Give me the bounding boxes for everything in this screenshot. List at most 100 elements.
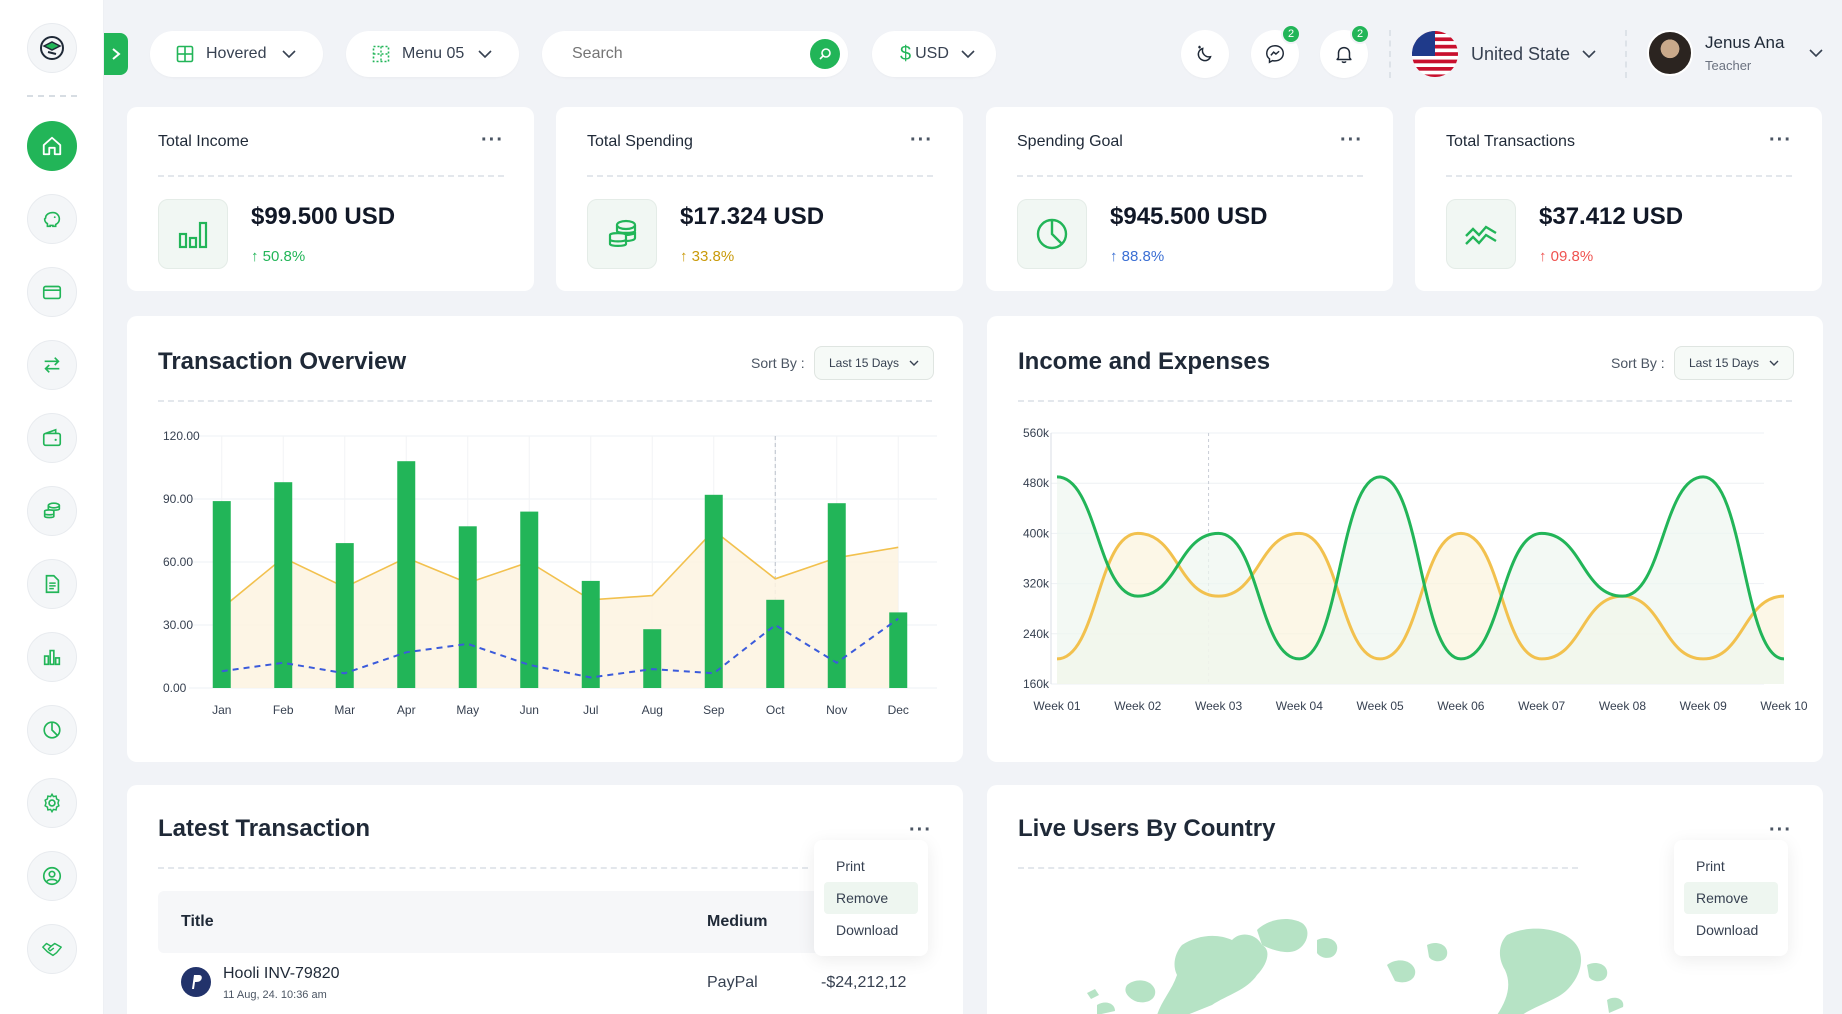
menu-item-download[interactable]: Download — [836, 922, 899, 938]
y-tick-label: 560k — [1023, 426, 1050, 440]
x-tick-label: Week 10 — [1760, 699, 1807, 713]
notifications-button[interactable]: 2 — [1320, 24, 1370, 78]
user-menu[interactable]: Jenus Ana Teacher — [1647, 30, 1827, 78]
more-options-button[interactable]: ··· — [910, 129, 933, 151]
sort-select[interactable]: Last 15 Days — [814, 346, 935, 380]
bar — [643, 629, 662, 688]
messages-button[interactable]: 2 — [1251, 24, 1301, 78]
grid-icon — [176, 45, 194, 63]
search-icon — [819, 48, 831, 60]
chevron-down-icon — [1769, 360, 1779, 366]
y-tick-label: 120.00 — [163, 429, 200, 443]
trend-lines-icon — [1465, 225, 1497, 245]
card-divider — [587, 175, 933, 177]
arrow-up-icon: ↑ — [1110, 248, 1118, 265]
bar — [827, 503, 846, 688]
stat-card: Spending Goal ··· $945.500 USD ↑ 88.8% — [986, 107, 1393, 291]
menu-item-print[interactable]: Print — [1696, 858, 1725, 874]
stat-card: Total Income ··· $99.500 USD ↑ 50.8% — [127, 107, 534, 291]
sidebar-item-reports[interactable] — [27, 632, 77, 682]
chevron-right-icon — [112, 48, 121, 60]
chevron-down-icon — [961, 50, 975, 59]
chevron-down-icon — [282, 50, 297, 59]
pie-chart-icon — [43, 721, 61, 739]
logo-icon — [40, 36, 64, 60]
moon-icon — [1197, 45, 1212, 62]
stat-card-change: ↑ 88.8% — [1110, 248, 1164, 265]
arrow-up-icon: ↑ — [1539, 248, 1547, 265]
search-button[interactable] — [810, 39, 840, 69]
transaction-overview-card: Transaction Overview Sort By : Last 15 D… — [127, 316, 963, 762]
sidebar-toggle-button[interactable] — [104, 33, 128, 75]
bar — [520, 511, 539, 688]
stat-card-value: $945.500 USD — [1110, 203, 1268, 230]
sidebar-item-cards[interactable] — [27, 267, 77, 317]
chevron-down-icon — [1582, 50, 1596, 59]
brand-logo[interactable] — [27, 23, 77, 73]
messages-badge: 2 — [1281, 24, 1301, 44]
menu-item-print[interactable]: Print — [836, 858, 865, 874]
bar — [335, 543, 354, 688]
country-selector[interactable]: United State — [1411, 30, 1611, 78]
bar — [274, 482, 293, 688]
sidebar-item-profile[interactable] — [27, 851, 77, 901]
sidebar-item-deals[interactable] — [27, 924, 77, 974]
more-options-button[interactable]: ··· — [481, 129, 504, 151]
search-input[interactable] — [572, 45, 792, 63]
more-options-button[interactable]: ··· — [1340, 129, 1363, 151]
live-users-card: Live Users By Country ··· Print Remove D… — [987, 785, 1823, 1014]
menu-dropdown[interactable]: Menu 05 — [346, 31, 519, 77]
stat-card: Total Transactions ··· $37.412 USD ↑ 09.… — [1415, 107, 1822, 291]
wallet-icon — [42, 428, 62, 447]
x-tick-label: Week 05 — [1357, 699, 1404, 713]
sidebar-item-coins[interactable] — [27, 486, 77, 536]
stat-card-change: ↑ 09.8% — [1539, 248, 1593, 265]
sidebar-item-savings[interactable] — [27, 194, 77, 244]
x-tick-label: Week 03 — [1195, 699, 1242, 713]
bar — [889, 612, 908, 688]
bar — [581, 580, 600, 688]
home-icon — [42, 136, 62, 156]
stat-card-value: $17.324 USD — [680, 203, 825, 230]
stat-card-icon — [1017, 199, 1087, 269]
sidebar-item-home[interactable] — [27, 121, 77, 171]
menu-item-remove[interactable]: Remove — [824, 882, 918, 914]
sidebar-item-transfers[interactable] — [27, 340, 77, 390]
more-options-button[interactable]: ··· — [1769, 819, 1792, 841]
stat-card-change-value: 09.8% — [1550, 248, 1594, 265]
currency-dropdown[interactable]: $ USD — [872, 31, 996, 77]
sidebar-divider — [27, 95, 77, 97]
x-tick-label: Jun — [520, 703, 539, 717]
y-tick-label: 30.00 — [163, 618, 193, 632]
stat-card-icon — [587, 199, 657, 269]
sidebar-item-analytics[interactable] — [27, 705, 77, 755]
stat-card-icon — [158, 199, 228, 269]
piggy-bank-icon — [43, 211, 61, 228]
options-menu: Print Remove Download — [1674, 840, 1788, 956]
sidebar-item-documents[interactable] — [27, 559, 77, 609]
bar — [397, 461, 416, 688]
sort-by-label: Sort By : — [1611, 355, 1665, 371]
x-tick-label: Dec — [888, 703, 909, 717]
income-expenses-chart: 160k 240k 320k 400k 480k 560k Week 01 Week 02 We… — [1023, 426, 1808, 713]
bar-chart-icon — [178, 221, 208, 249]
hovered-dropdown[interactable]: Hovered — [150, 31, 323, 77]
income-series-area — [1057, 476, 1784, 684]
theme-toggle-button[interactable] — [1181, 30, 1229, 78]
messenger-icon — [1266, 45, 1284, 64]
transaction-date: 11 Aug, 24. 10:36 am — [223, 989, 327, 1001]
stat-card-icon — [1446, 199, 1516, 269]
more-options-button[interactable]: ··· — [909, 819, 932, 841]
x-tick-label: Nov — [826, 703, 847, 717]
sidebar-item-wallet[interactable] — [27, 413, 77, 463]
more-options-button[interactable]: ··· — [1769, 129, 1792, 151]
topbar-divider — [1389, 30, 1391, 78]
menu-item-remove[interactable]: Remove — [1684, 882, 1778, 914]
user-name: Jenus Ana — [1705, 33, 1785, 52]
sidebar-item-settings[interactable] — [27, 778, 77, 828]
transaction-name: Hooli INV-79820 — [223, 965, 340, 982]
dollar-icon: $ — [900, 42, 912, 65]
menu-item-download[interactable]: Download — [1696, 922, 1759, 938]
stat-card-value: $99.500 USD — [251, 203, 396, 230]
sort-select[interactable]: Last 15 Days — [1674, 346, 1795, 380]
